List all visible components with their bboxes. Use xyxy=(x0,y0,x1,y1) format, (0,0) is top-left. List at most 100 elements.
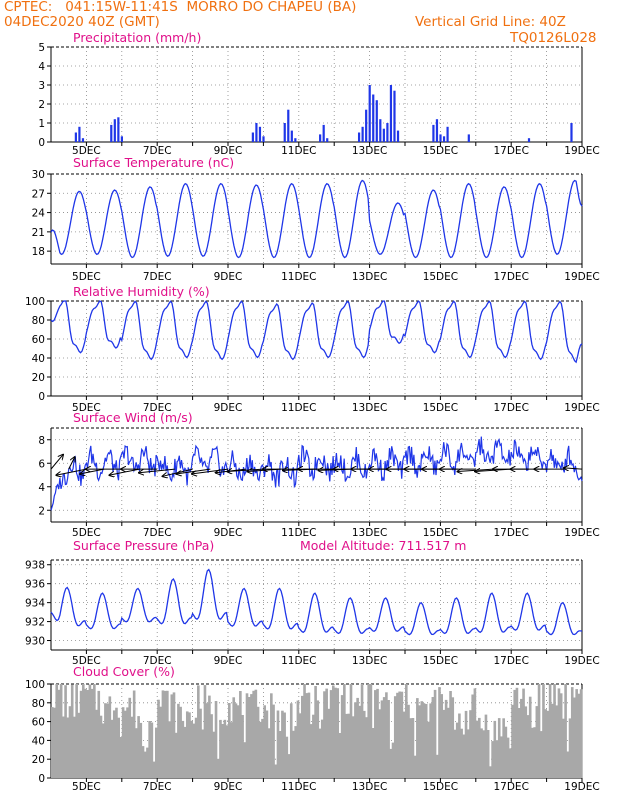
cloud-bar xyxy=(194,717,198,778)
cloud-bar xyxy=(174,732,178,778)
cloud-bar xyxy=(170,694,174,778)
cloud-bar xyxy=(442,709,446,778)
pres-panel: Surface Pressure (hPa) Model Altitude: 71… xyxy=(25,538,600,667)
cloud-bar xyxy=(128,697,132,778)
precip-bar xyxy=(81,138,85,142)
cloud-title: Cloud Cover (%) xyxy=(73,664,175,679)
cloud-bar xyxy=(422,703,426,778)
cloud-bar xyxy=(575,689,578,778)
precip-bar xyxy=(372,94,375,142)
cloud-xtick-label: 15DEC xyxy=(423,781,458,793)
cloud-bar xyxy=(570,687,574,778)
cloud-bar xyxy=(508,748,512,778)
precip-bar xyxy=(439,134,442,142)
cloud-bar xyxy=(340,695,344,778)
temp-xtick-label: 17DEC xyxy=(493,271,528,283)
cloud-bar xyxy=(347,713,351,778)
cloud-bar xyxy=(59,684,63,778)
pres-xtick-label: 19DEC xyxy=(564,655,599,667)
wind-xtick-label: 13DEC xyxy=(352,527,387,539)
cloud-bar xyxy=(86,690,90,778)
cloud-bar xyxy=(179,706,182,778)
header-init-time: 04DEC2020 40Z (GMT) xyxy=(4,14,160,30)
cloud-bar xyxy=(55,684,59,778)
cloud-bar xyxy=(199,708,202,778)
cloud-bar xyxy=(77,712,81,778)
cloud-bar xyxy=(307,692,311,778)
cloud-bar xyxy=(320,719,324,778)
precip-xtick-label: 19DEC xyxy=(564,145,599,157)
header-location-code: 041:15W-11:41S xyxy=(65,0,178,15)
cloud-bar xyxy=(190,720,193,778)
cloud-bar xyxy=(312,714,315,778)
cloud-bar xyxy=(491,741,494,778)
cloud-bar xyxy=(579,689,583,778)
precip-bar xyxy=(78,126,81,142)
cloud-bar xyxy=(64,685,67,778)
cloud-bar xyxy=(146,747,149,778)
cloud-bar xyxy=(349,684,353,778)
wind-arrow xyxy=(50,455,63,470)
cloud-bar xyxy=(205,703,209,778)
cloud-bar xyxy=(108,696,112,778)
cloud-bar xyxy=(462,734,466,778)
pres-xtick-label: 13DEC xyxy=(352,655,387,667)
cloud-bar xyxy=(270,693,273,778)
cloud-bar xyxy=(444,699,448,778)
cloud-bar xyxy=(405,684,408,778)
cloud-ytick-label: 80 xyxy=(32,698,45,710)
cloud-bar xyxy=(418,705,421,778)
cloud-bar xyxy=(261,718,264,778)
precip-bar xyxy=(432,124,435,142)
cloud-bar xyxy=(504,726,508,778)
cloud-bar xyxy=(323,691,326,778)
cloud-bar xyxy=(132,690,136,778)
rh-title: Relative Humidity (%) xyxy=(73,284,210,299)
cloud-xtick-label: 19DEC xyxy=(564,781,599,793)
wind-arrow xyxy=(564,468,583,469)
cloud-bar xyxy=(351,716,355,778)
wind-arrow xyxy=(80,468,105,474)
cloud-bar xyxy=(106,703,109,778)
cloud-xtick-label: 9DEC xyxy=(214,781,243,793)
cloud-bar xyxy=(75,684,78,778)
cloud-bar xyxy=(577,693,581,778)
cloud-bar xyxy=(447,707,450,778)
temp-ytick-label: 21 xyxy=(32,227,45,239)
cloud-bar xyxy=(427,721,430,778)
cloud-bar xyxy=(455,722,459,778)
cloud-bar xyxy=(234,703,238,778)
cloud-bar xyxy=(480,728,483,778)
cloud-bar xyxy=(475,720,479,778)
cloud-bar xyxy=(559,693,563,778)
cloud-bar xyxy=(185,711,189,778)
rh-xtick-label: 11DEC xyxy=(281,402,316,414)
cloud-bar xyxy=(402,711,406,778)
cloud-bar xyxy=(148,721,151,778)
cloud-bar xyxy=(533,727,536,778)
cloud-bar xyxy=(197,685,200,778)
cloud-bar xyxy=(243,742,247,778)
cloud-bar xyxy=(219,719,222,778)
cloud-bar xyxy=(314,686,317,778)
cloud-bar xyxy=(201,729,205,778)
rh-ytick-label: 80 xyxy=(32,315,45,327)
cloud-bar xyxy=(331,685,335,778)
cloud-bar xyxy=(398,691,401,778)
cloud-bar xyxy=(385,692,388,778)
precip-xtick-label: 9DEC xyxy=(214,145,243,157)
rh-xtick-label: 5DEC xyxy=(72,402,101,414)
rh-xtick-label: 17DEC xyxy=(493,402,528,414)
cloud-bar xyxy=(183,726,187,778)
cloud-bar xyxy=(469,710,472,778)
cloud-bar xyxy=(382,697,386,778)
cloud-bar xyxy=(254,689,258,778)
temp-xtick-label: 9DEC xyxy=(214,271,243,283)
precip-panel: Precipitation (mm/h) 0 1 2 3 4 5 5DEC 7DEC 9DEC 11… xyxy=(38,30,599,157)
cloud-bar xyxy=(365,717,368,778)
cloud-bar xyxy=(177,703,180,778)
precip-bar xyxy=(110,124,113,142)
precip-ytick-label: 5 xyxy=(38,42,45,54)
precip-bar xyxy=(319,134,322,142)
rh-panel: Relative Humidity (%) 0 20 40 60 80 100 5DEC 7DE… xyxy=(25,284,600,414)
